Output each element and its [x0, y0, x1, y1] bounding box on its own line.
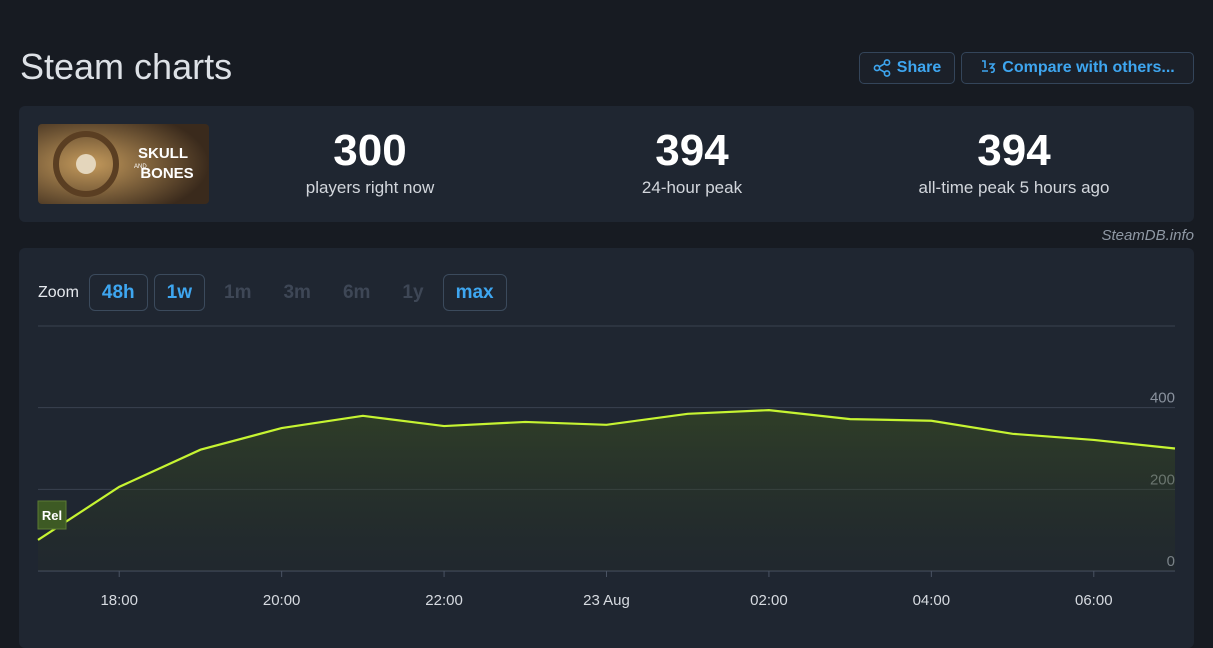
zoom-label: Zoom [38, 283, 79, 301]
x-tick-label: 18:00 [100, 592, 138, 609]
x-tick-label: 04:00 [913, 592, 951, 609]
stat: 300 players right now [220, 126, 520, 198]
area [38, 410, 1175, 571]
stat-label: 24-hour peak [641, 178, 743, 197]
stat-value: 394 [977, 126, 1051, 175]
x-tick-label: 06:00 [1075, 592, 1113, 609]
zoom-button: 3m [283, 281, 311, 303]
image-bg [38, 124, 209, 204]
page-title: Steam charts [20, 46, 233, 87]
image-text: BONES [140, 165, 193, 182]
annotation: Rel [42, 508, 62, 523]
image-text: SKULL [138, 145, 188, 162]
zoom-button[interactable]: 1w [153, 274, 206, 311]
stat: 394 all-time peak 5 hours ago [864, 126, 1164, 198]
y-tick-label: 400 [1150, 390, 1175, 407]
zoom-button: 6m [342, 281, 371, 303]
credit: SteamDB.info [1101, 227, 1194, 244]
compare-label: Compare with others... [1002, 59, 1175, 76]
share-label: Share [896, 59, 942, 76]
stat-value: 394 [655, 126, 729, 175]
annotation-box [37, 500, 67, 530]
wheel [53, 131, 119, 197]
share-icon [873, 59, 891, 77]
x-tick-label: 22:00 [425, 592, 463, 609]
zoom-button[interactable]: 48h [88, 274, 148, 311]
stat-label: all-time peak 5 hours ago [918, 178, 1110, 197]
zoom-button[interactable]: max [442, 274, 507, 311]
x-tick-label: 20:00 [263, 592, 301, 609]
stat-value: 300 [333, 126, 407, 175]
x-tick-label: 23 Aug [583, 592, 630, 609]
x-tick-label: 02:00 [750, 592, 788, 609]
share-button[interactable]: Share [859, 52, 955, 84]
zoom-button: 1m [224, 281, 252, 303]
stats-panel [19, 106, 1194, 222]
game-image: SKULL AND BONES [38, 124, 209, 204]
image-text: AND [134, 164, 147, 170]
stat: 394 24-hour peak [542, 126, 842, 198]
compare-icon [982, 60, 996, 74]
stat-label: players right now [305, 178, 435, 197]
line [37, 409, 1176, 541]
skull [76, 154, 96, 174]
compare-button[interactable]: Compare with others... [961, 52, 1194, 84]
zoom-button: 1y [402, 281, 424, 303]
zoom-bar: Zoom 48h 1w 1m 3m 6m 1y max [38, 274, 507, 311]
